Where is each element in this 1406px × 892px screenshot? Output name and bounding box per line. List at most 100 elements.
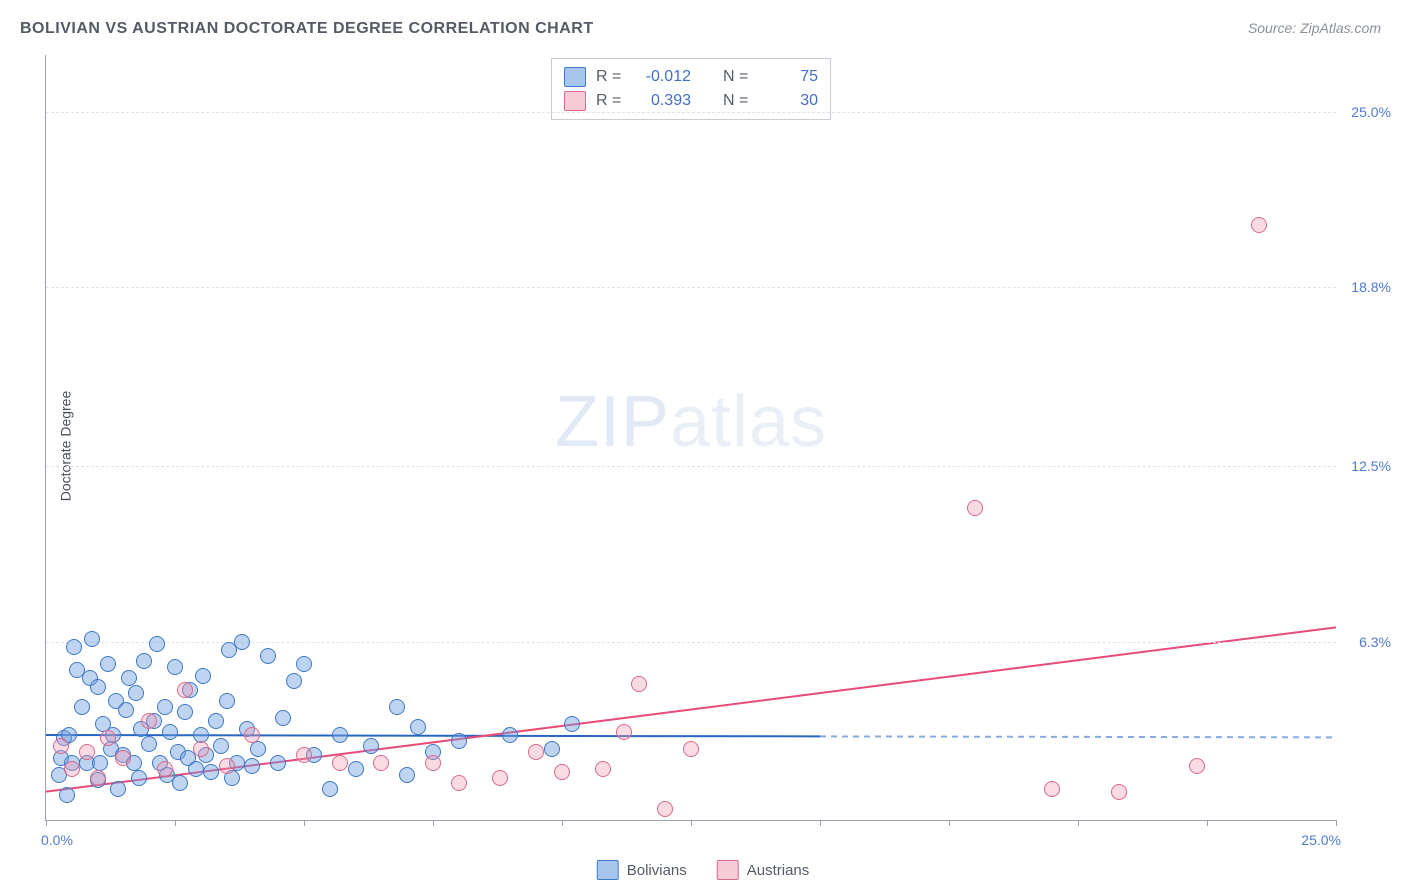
data-point: [74, 699, 90, 715]
data-point: [492, 770, 508, 786]
legend-label: Austrians: [747, 862, 810, 879]
data-point: [244, 727, 260, 743]
x-tick: [1078, 820, 1079, 826]
legend-item-austrians: Austrians: [717, 860, 810, 880]
x-tick: [433, 820, 434, 826]
x-tick: [304, 820, 305, 826]
x-tick: [691, 820, 692, 826]
data-point: [195, 668, 211, 684]
data-point: [84, 631, 100, 647]
x-tick: [562, 820, 563, 826]
data-point: [136, 653, 152, 669]
data-point: [616, 724, 632, 740]
data-point: [177, 704, 193, 720]
data-point: [59, 787, 75, 803]
data-point: [219, 758, 235, 774]
data-point: [110, 781, 126, 797]
data-point: [260, 648, 276, 664]
data-point: [595, 761, 611, 777]
data-point: [1251, 217, 1267, 233]
data-point: [451, 733, 467, 749]
swatch-icon: [597, 860, 619, 880]
data-point: [90, 679, 106, 695]
data-point: [141, 736, 157, 752]
gridline: [46, 466, 1336, 467]
data-point: [410, 719, 426, 735]
data-point: [177, 682, 193, 698]
x-tick: [1207, 820, 1208, 826]
data-point: [157, 699, 173, 715]
data-point: [332, 727, 348, 743]
x-tick: [1336, 820, 1337, 826]
x-axis-max-label: 25.0%: [1301, 832, 1341, 848]
data-point: [363, 738, 379, 754]
data-point: [296, 747, 312, 763]
chart-title: BOLIVIAN VS AUSTRIAN DOCTORATE DEGREE CO…: [20, 20, 594, 38]
data-point: [399, 767, 415, 783]
source-label: Source: ZipAtlas.com: [1248, 20, 1381, 36]
data-point: [683, 741, 699, 757]
gridline: [46, 287, 1336, 288]
data-point: [631, 676, 647, 692]
data-point: [79, 744, 95, 760]
data-point: [967, 500, 983, 516]
data-point: [208, 713, 224, 729]
x-tick: [820, 820, 821, 826]
data-point: [64, 761, 80, 777]
data-point: [332, 755, 348, 771]
data-point: [90, 770, 106, 786]
data-point: [149, 636, 165, 652]
data-point: [213, 738, 229, 754]
y-tick-label: 12.5%: [1351, 458, 1391, 474]
data-point: [250, 741, 266, 757]
data-point: [373, 755, 389, 771]
data-point: [322, 781, 338, 797]
data-point: [244, 758, 260, 774]
gridline: [46, 112, 1336, 113]
data-point: [115, 750, 131, 766]
data-point: [128, 685, 144, 701]
data-point: [554, 764, 570, 780]
y-tick-label: 6.3%: [1359, 634, 1391, 650]
data-point: [141, 713, 157, 729]
data-point: [564, 716, 580, 732]
data-point: [544, 741, 560, 757]
data-point: [296, 656, 312, 672]
data-point: [172, 775, 188, 791]
data-point: [286, 673, 302, 689]
data-point: [167, 659, 183, 675]
legend-label: Bolivians: [627, 862, 687, 879]
data-point: [502, 727, 518, 743]
data-point: [1189, 758, 1205, 774]
data-point: [131, 770, 147, 786]
data-point: [100, 656, 116, 672]
data-point: [451, 775, 467, 791]
x-tick: [175, 820, 176, 826]
plot-area: ZIPatlas R = -0.012 N = 75 R = 0.393 N =…: [45, 55, 1336, 821]
legend-item-bolivians: Bolivians: [597, 860, 687, 880]
data-point: [66, 639, 82, 655]
data-point: [270, 755, 286, 771]
data-point: [1044, 781, 1060, 797]
trend-lines: [46, 55, 1336, 820]
data-point: [203, 764, 219, 780]
data-point: [118, 702, 134, 718]
data-point: [528, 744, 544, 760]
legend-series: Bolivians Austrians: [597, 860, 810, 880]
data-point: [389, 699, 405, 715]
x-tick: [46, 820, 47, 826]
data-point: [193, 741, 209, 757]
data-point: [348, 761, 364, 777]
data-point: [425, 755, 441, 771]
x-axis-min-label: 0.0%: [41, 832, 73, 848]
data-point: [1111, 784, 1127, 800]
data-point: [234, 634, 250, 650]
data-point: [657, 801, 673, 817]
y-tick-label: 18.8%: [1351, 279, 1391, 295]
data-point: [219, 693, 235, 709]
data-point: [53, 738, 69, 754]
swatch-icon: [717, 860, 739, 880]
x-tick: [949, 820, 950, 826]
data-point: [275, 710, 291, 726]
data-point: [157, 761, 173, 777]
